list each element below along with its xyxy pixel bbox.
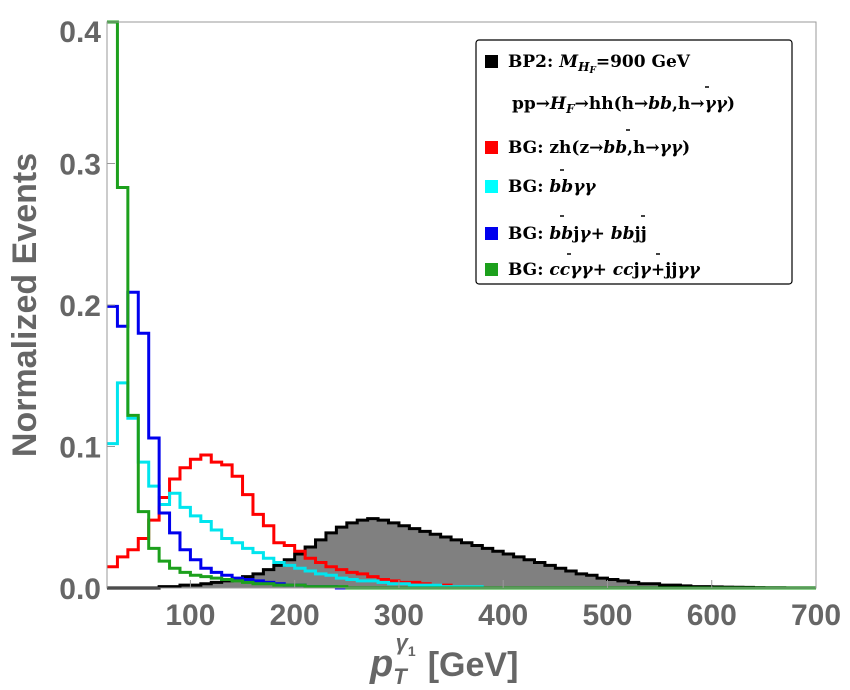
y-tick-label-0: 0.0 <box>59 573 101 606</box>
x-tick-label-5: 600 <box>687 599 737 632</box>
legend-swatch-bbgg <box>485 180 498 193</box>
legend-box <box>475 39 793 285</box>
legend-label-bbjg: BG: bbjγ+ bbjj <box>508 224 647 244</box>
x-axis-title-main: p <box>369 643 393 685</box>
x-tick-label-3: 400 <box>478 599 528 632</box>
series-line-0 <box>107 517 816 590</box>
legend: BP2: MHF=900 GeV pp→HF→hh(h→bb,h→γγ) BG: … <box>475 39 793 285</box>
x-tick-label-6: 700 <box>791 599 841 632</box>
legend-label-ccgg: BG: ccγγ+ ccjγ+jjγγ <box>508 260 701 280</box>
x-tick-label-4: 500 <box>582 599 632 632</box>
x-axis-title: pTγ1 [GeV] <box>369 630 518 689</box>
y-tick-label-1: 0.1 <box>59 432 101 465</box>
legend-label-zh: BG: zh(z→bb,h→γγ) <box>508 138 690 158</box>
legend-label-bp2-line2: pp→HF→hh(h→bb,h→γγ) <box>512 94 735 116</box>
series-fill-0 <box>107 518 816 588</box>
legend-swatch-bp2 <box>485 55 498 68</box>
axis-ticks: 100 200 300 400 500 600 700 0.0 0.1 0.2 0.3 0.4 <box>59 16 841 632</box>
x-axis-title-sup-sub: 1 <box>408 643 416 659</box>
x-axis-title-sub: T <box>393 664 408 689</box>
x-tick-label-0: 100 <box>165 599 215 632</box>
x-axis-title-unit: [GeV] <box>428 646 519 684</box>
legend-swatch-zh <box>485 141 498 154</box>
x-tick-label-2: 300 <box>374 599 424 632</box>
legend-swatch-ccgg <box>485 263 498 276</box>
x-axis-title-sup: γ <box>396 630 410 655</box>
legend-swatch-bbjg <box>485 227 498 240</box>
y-tick-label-2: 0.2 <box>59 290 101 323</box>
legend-label-bp2-line1: BP2: MHF=900 GeV <box>508 52 691 76</box>
y-tick-label-3: 0.3 <box>59 149 101 182</box>
y-axis-title: Normalized Events <box>6 153 44 457</box>
legend-label-bbgg: BG: bbγγ <box>508 177 596 197</box>
y-tick-label-4: 0.4 <box>59 16 101 49</box>
x-tick-label-1: 200 <box>270 599 320 632</box>
